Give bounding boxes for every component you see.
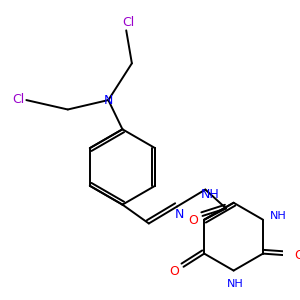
Text: N: N: [103, 94, 113, 106]
Text: O: O: [169, 265, 179, 278]
Text: N: N: [174, 208, 184, 220]
Text: NH: NH: [201, 188, 219, 201]
Text: NH: NH: [270, 211, 286, 221]
Text: Cl: Cl: [122, 16, 134, 29]
Text: O: O: [294, 249, 300, 262]
Text: O: O: [188, 214, 198, 227]
Text: NH: NH: [227, 279, 244, 289]
Text: Cl: Cl: [13, 93, 25, 106]
